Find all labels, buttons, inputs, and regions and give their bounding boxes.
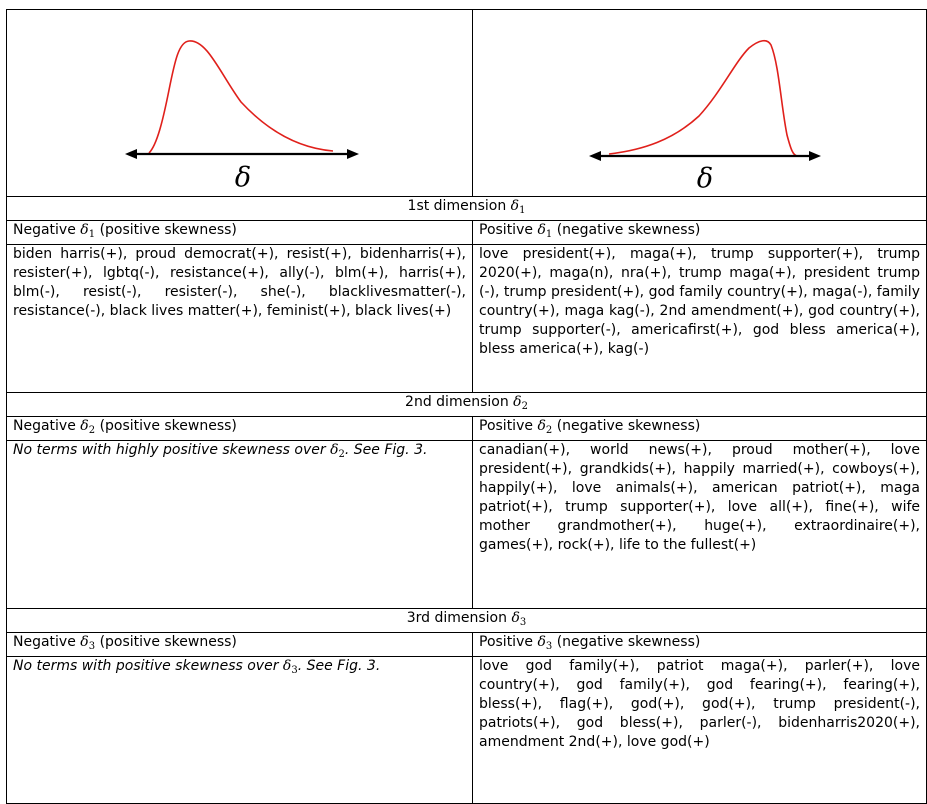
dimension-3-terms: No terms with positive skewness over δ3.… (6, 656, 927, 804)
negative-terms: biden harris(+), proud democrat(+), resi… (6, 244, 473, 393)
positive-terms: love god family(+), patriot maga(+), par… (472, 656, 927, 804)
positive-terms: canadian(+), world news(+), proud mother… (472, 440, 927, 609)
negative-column-header: Negative δ1 (positive skewness) (6, 220, 473, 245)
dimension-3-header: 3rd dimension δ3 (6, 608, 927, 633)
positive-skew-plot: δ (125, 40, 359, 193)
positive-column-header: Positive δ1 (negative skewness) (472, 220, 927, 245)
negative-column-header: Negative δ3 (positive skewness) (6, 632, 473, 657)
delta-axis-symbol: δ (235, 162, 251, 193)
dimension-2-terms: No terms with highly positive skewness o… (6, 440, 927, 609)
negative-skew-panel: δ (472, 9, 927, 197)
dimension-1-header: 1st dimension δ1 (6, 196, 927, 221)
positive-skew-curve (148, 40, 334, 154)
dimension-subscript: 2 (521, 401, 528, 412)
positive-column-header: Positive δ3 (negative skewness) (472, 632, 927, 657)
positive-skew-panel: δ (6, 9, 473, 197)
dimension-label: 1st dimension (407, 198, 507, 214)
skewness-table: δ δ 1st dimension δ1 Negative δ1 (positi… (6, 9, 927, 804)
dimension-3-column-headers: Negative δ3 (positive skewness) Positive… (6, 632, 927, 657)
negative-column-header: Negative δ2 (positive skewness) (6, 416, 473, 441)
negative-terms-note: No terms with highly positive skewness o… (6, 440, 473, 609)
dimension-symbol: δ (511, 610, 520, 626)
positive-column-header: Positive δ2 (negative skewness) (472, 416, 927, 441)
dimension-2-column-headers: Negative δ2 (positive skewness) Positive… (6, 416, 927, 441)
negative-skew-curve (608, 39, 798, 157)
dimension-1-column-headers: Negative δ1 (positive skewness) Positive… (6, 220, 927, 245)
dimension-label: 3rd dimension (406, 610, 507, 626)
dimension-symbol: δ (510, 198, 520, 214)
delta-axis-symbol: δ (697, 163, 713, 194)
axis-arrow-left (589, 151, 601, 161)
skewness-table-figure: δ δ 1st dimension δ1 Negative δ1 (positi… (6, 9, 927, 804)
axis-arrow-right (347, 149, 359, 159)
distribution-figure-row: δ δ (6, 9, 927, 197)
axis-arrow-left (125, 149, 137, 159)
negative-terms-note: No terms with positive skewness over δ3.… (6, 656, 473, 804)
dimension-label: 2nd dimension (405, 394, 509, 410)
positive-terms: love president(+), maga(+), trump suppor… (472, 244, 927, 393)
dimension-1-terms: biden harris(+), proud democrat(+), resi… (6, 244, 927, 393)
dimension-subscript: 1 (519, 205, 526, 216)
axis-arrow-right (809, 151, 821, 161)
dimension-symbol: δ (513, 394, 522, 410)
dimension-2-header: 2nd dimension δ2 (6, 392, 927, 417)
negative-skew-plot: δ (589, 39, 821, 194)
dimension-subscript: 3 (519, 617, 527, 628)
